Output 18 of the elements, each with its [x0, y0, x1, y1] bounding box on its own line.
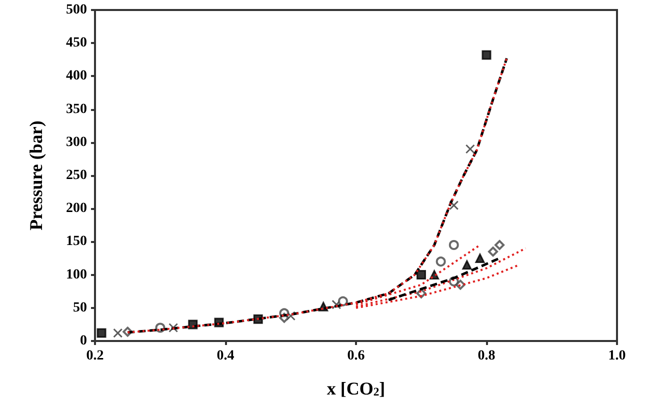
y-tick-label: 200 [66, 201, 87, 216]
x-tick-label: 0.8 [478, 348, 496, 364]
x-tick-label: 0.4 [216, 348, 234, 364]
x-tick-label: 1.0 [608, 348, 626, 364]
y-tick-label: 0 [80, 334, 87, 348]
x-axis-title: x [CO2] [326, 378, 386, 399]
x-tick-label: 0.2 [86, 348, 104, 364]
y-tick-label: 400 [66, 68, 87, 84]
y-tick-label: 50 [73, 300, 87, 316]
y-tick-label: 300 [66, 134, 87, 150]
x-tick-label: 0.6 [347, 348, 365, 364]
y-tick-label: 100 [66, 267, 87, 282]
y-tick-label: 450 [66, 36, 87, 51]
y-tick-label: 250 [66, 168, 87, 183]
y-tick-label: 150 [66, 234, 87, 250]
y-tick-label: 500 [66, 2, 87, 18]
y-axis-title: Pressure (bar) [26, 120, 46, 230]
y-tick-label: 350 [66, 102, 87, 117]
